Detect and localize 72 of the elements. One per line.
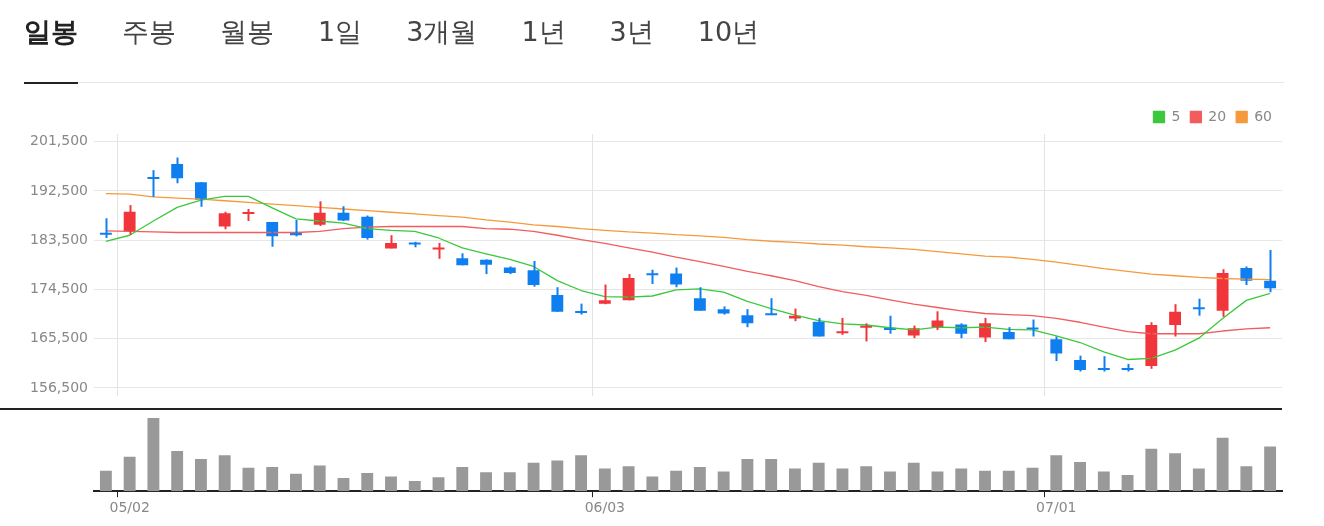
bar [979, 470, 991, 492]
x-tick-label: 05/02 [109, 499, 150, 516]
bar [907, 462, 920, 492]
bar [337, 478, 350, 492]
bar [1074, 461, 1086, 492]
bar [622, 466, 635, 492]
bar [1216, 437, 1229, 492]
bar [218, 455, 231, 492]
y-tick-label: 174,500 [30, 280, 88, 297]
y-tick-label: 192,500 [30, 181, 88, 198]
bar [313, 465, 326, 492]
y-tick-label: 165,500 [30, 329, 88, 346]
legend-label: 5 [1171, 107, 1181, 124]
bar [147, 418, 160, 492]
bar [812, 462, 825, 492]
bar [1002, 470, 1015, 492]
text: 주봉 [122, 15, 176, 49]
bar [1192, 468, 1205, 492]
y-tick-label: 183,500 [30, 230, 88, 247]
bar [408, 480, 421, 492]
bar [1240, 466, 1253, 492]
bar [1145, 448, 1158, 492]
bar [693, 467, 706, 492]
bar [194, 458, 207, 492]
bar [503, 472, 516, 492]
bar [266, 467, 279, 492]
bar [836, 468, 849, 492]
legend-label: 20 [1208, 107, 1227, 124]
bar [955, 468, 968, 492]
bar [242, 467, 255, 492]
legend-label: 60 [1254, 107, 1273, 124]
bar [385, 476, 397, 492]
bar [480, 472, 492, 492]
bar [717, 471, 730, 492]
bar [290, 473, 302, 492]
text: 1일 [318, 15, 363, 49]
bar [670, 470, 683, 492]
text: 3개월 [406, 15, 478, 49]
x-tick-label: 06/03 [584, 499, 626, 516]
x-tick-label: 07/01 [1036, 499, 1077, 516]
y-tick-label: 201,500 [30, 132, 88, 149]
bar [171, 450, 184, 492]
bar [551, 460, 564, 492]
bar [788, 468, 801, 492]
bar [123, 456, 136, 492]
bar [456, 467, 469, 492]
bar [884, 471, 896, 492]
bar [765, 458, 778, 492]
bar [527, 462, 540, 492]
bar [1097, 471, 1110, 492]
candlestick [717, 305, 730, 316]
bar [1121, 475, 1134, 492]
bar [361, 472, 374, 492]
bar [575, 455, 588, 492]
bar [1264, 446, 1277, 492]
bar [99, 470, 112, 492]
text: 3년 [609, 15, 654, 49]
bar [1026, 467, 1039, 492]
bar [741, 458, 754, 492]
bar [432, 477, 445, 492]
bar [1050, 455, 1063, 492]
bar [646, 476, 659, 492]
y-tick-label: 156,500 [30, 378, 88, 395]
text: 10년 [697, 15, 760, 49]
text: 일봉 [24, 12, 78, 84]
candlestick [598, 283, 611, 306]
bar [860, 466, 873, 492]
text: 1년 [521, 15, 566, 49]
bar [931, 471, 944, 492]
text: 월봉 [220, 15, 274, 49]
bar [598, 468, 611, 492]
bar [1169, 453, 1182, 492]
